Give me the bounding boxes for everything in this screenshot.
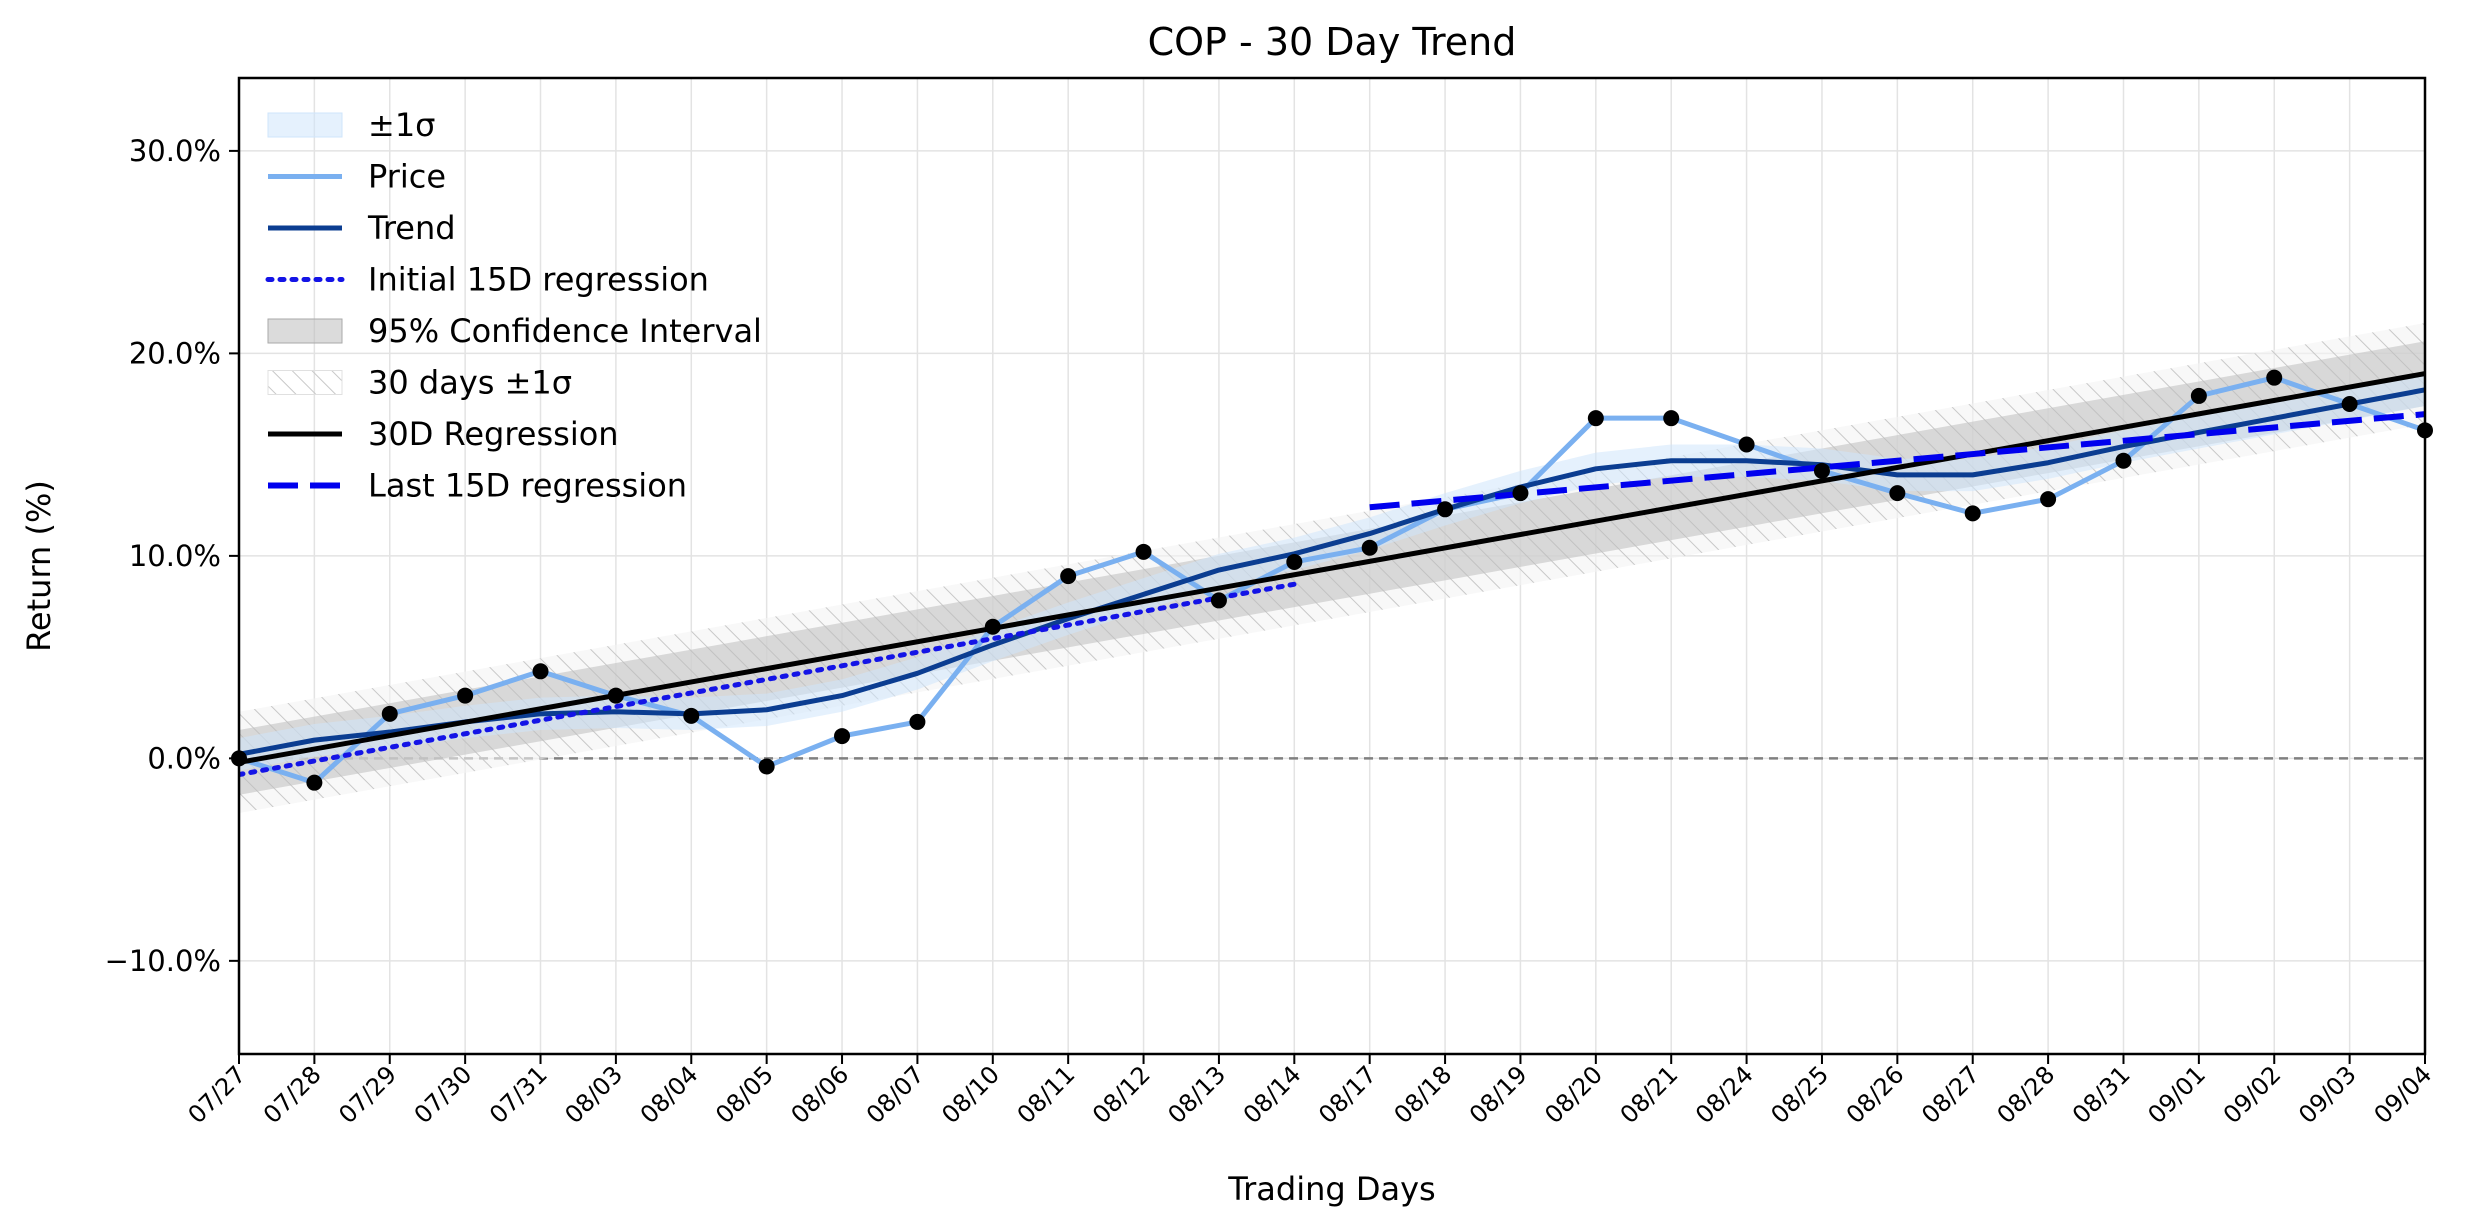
x-tick-label: 08/10: [936, 1060, 1005, 1129]
legend-label: 30D Regression: [368, 415, 619, 453]
x-tick-label: 08/19: [1464, 1060, 1533, 1129]
x-tick-label: 08/21: [1615, 1060, 1684, 1129]
y-tick-label: 10.0%: [129, 539, 221, 573]
price-point: [2190, 387, 2207, 404]
legend-label: Trend: [367, 209, 456, 247]
x-tick-label: 08/05: [710, 1060, 779, 1129]
price-point: [532, 663, 549, 680]
price-point: [1964, 505, 1981, 522]
x-tick-label: 07/29: [333, 1060, 402, 1129]
price-point: [984, 618, 1001, 635]
price-point: [2266, 369, 2283, 386]
price-point: [1437, 501, 1454, 518]
y-tick-label: 20.0%: [129, 336, 221, 370]
legend: ±1σ Price Trend Initial 15D regression 95% C…: [265, 106, 762, 505]
x-axis-title: Trading Days: [1227, 1170, 1435, 1208]
last-15d-regression-line: [1369, 411, 2425, 511]
legend-item-last: Last 15D regression: [268, 467, 687, 505]
price-point: [1889, 485, 1906, 502]
legend-item-regression: 30D Regression: [268, 415, 619, 453]
price-point: [381, 705, 398, 722]
x-tick-label: 09/04: [2369, 1060, 2438, 1129]
x-tick-label: 08/27: [1916, 1060, 1985, 1129]
x-tick-label: 08/25: [1765, 1060, 1834, 1129]
y-axis-ticks: −10.0% 0.0% 10.0% 20.0% 30.0%: [105, 134, 239, 978]
price-point: [1813, 462, 1830, 479]
x-tick-label: 08/06: [786, 1060, 855, 1129]
price-point: [306, 774, 323, 791]
x-tick-label: 07/27: [183, 1060, 252, 1129]
trend-line: [239, 387, 2425, 757]
price-point: [1512, 485, 1529, 502]
x-tick-label: 08/12: [1087, 1060, 1156, 1129]
price-point: [1135, 543, 1152, 560]
legend-item-band: ±1σ: [267, 106, 435, 144]
price-point: [683, 707, 700, 724]
x-tick-label: 08/28: [1992, 1060, 2061, 1129]
legend-label: 95% Confidence Interval: [368, 312, 762, 350]
x-tick-label: 08/31: [2067, 1060, 2136, 1129]
x-tick-label: 08/26: [1841, 1060, 1910, 1129]
y-tick-label: 30.0%: [129, 134, 221, 168]
series-lines: [239, 371, 2425, 786]
legend-item-initial: Initial 15D regression: [265, 261, 709, 299]
price-point: [909, 713, 926, 730]
legend-item-hatch: 30 days ±1σ: [267, 364, 572, 402]
x-tick-label: 08/11: [1012, 1060, 1081, 1129]
x-tick-label: 07/30: [409, 1060, 478, 1129]
legend-label: Last 15D regression: [368, 467, 687, 505]
legend-label: 30 days ±1σ: [368, 364, 572, 402]
price-point: [1361, 539, 1378, 556]
price-point: [2341, 396, 2358, 413]
price-point: [758, 758, 775, 775]
price-line: [239, 375, 2425, 786]
chart-title: COP - 30 Day Trend: [1148, 20, 1517, 64]
price-point: [1060, 568, 1077, 585]
x-tick-label: 09/02: [2218, 1060, 2287, 1129]
x-tick-label: 08/20: [1539, 1060, 1608, 1129]
x-tick-label: 08/14: [1238, 1060, 1307, 1129]
x-tick-label: 08/24: [1690, 1060, 1759, 1129]
x-tick-label: 08/17: [1313, 1060, 1382, 1129]
legend-label: Initial 15D regression: [368, 261, 709, 299]
x-tick-label: 08/04: [635, 1060, 704, 1129]
price-point: [2040, 491, 2057, 508]
price-point: [457, 687, 474, 704]
legend-item-price: Price: [268, 158, 446, 196]
x-tick-label: 08/18: [1389, 1060, 1458, 1129]
x-tick-label: 09/03: [2293, 1060, 2362, 1129]
price-point: [607, 687, 624, 704]
x-tick-label: 07/28: [258, 1060, 327, 1129]
y-tick-label: 0.0%: [147, 741, 221, 775]
price-point: [834, 728, 851, 745]
price-point: [1587, 410, 1604, 427]
legend-label: Price: [368, 158, 446, 196]
legend-swatch: [267, 112, 343, 138]
legend-item-ci: 95% Confidence Interval: [267, 312, 762, 350]
x-axis-ticks: 07/27 07/28 07/29 07/30 07/31 08/03 08/04 08/05…: [183, 1054, 2438, 1129]
price-point: [2115, 452, 2132, 469]
price-point: [1210, 592, 1227, 609]
initial-15d-regression-line: [239, 581, 1297, 778]
legend-label: ±1σ: [368, 106, 435, 144]
x-tick-label: 08/07: [861, 1060, 930, 1129]
legend-swatch: [267, 318, 343, 344]
legend-item-trend: Trend: [268, 209, 456, 247]
price-point: [1738, 436, 1755, 453]
price-point: [1663, 410, 1680, 427]
x-tick-label: 08/03: [559, 1060, 628, 1129]
x-tick-label: 07/31: [484, 1060, 553, 1129]
x-tick-label: 08/13: [1162, 1060, 1231, 1129]
y-axis-title: Return (%): [20, 480, 58, 652]
plot-frame: [237, 76, 2427, 1056]
regression-30d-line: [239, 371, 2425, 765]
price-point: [1286, 553, 1303, 570]
y-tick-label: −10.0%: [105, 944, 221, 978]
x-tick-label: 09/01: [2142, 1060, 2211, 1129]
price-markers: [231, 369, 2433, 791]
legend-swatch: [267, 370, 343, 395]
